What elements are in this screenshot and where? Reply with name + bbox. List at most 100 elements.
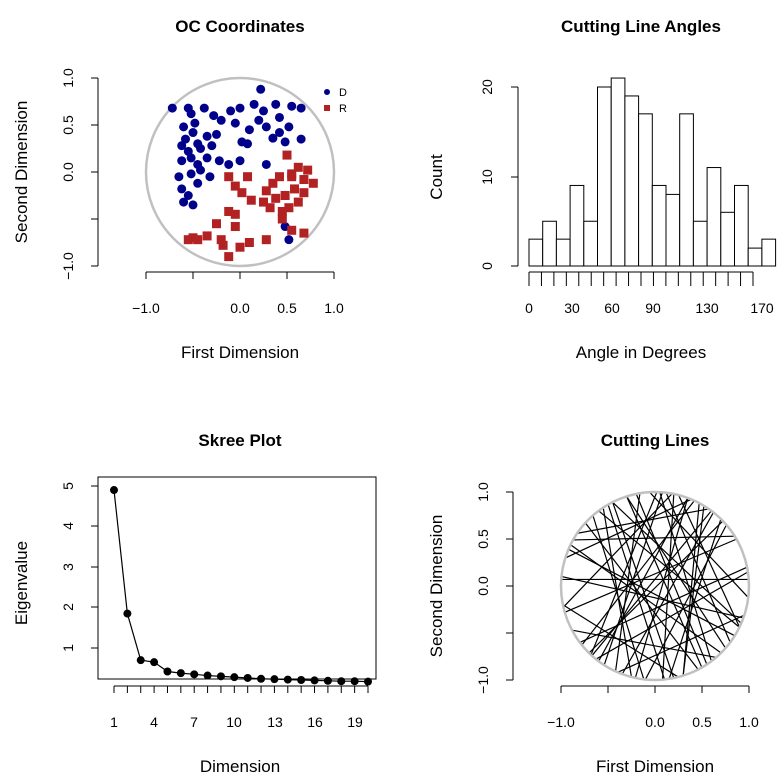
cutlines-x-tick-label: 1.0 <box>739 714 759 730</box>
point-d <box>230 118 240 128</box>
cutting-line <box>598 497 689 662</box>
skree-x-tick-label: 4 <box>150 714 158 730</box>
oc-legend: D R <box>324 87 347 115</box>
hist-x-tick-label: 130 <box>695 300 719 316</box>
cutlines-x-tick-label: −1.0 <box>547 714 575 730</box>
hist-bar <box>542 220 557 267</box>
point-r <box>293 197 303 207</box>
cutlines-x-tick-label: 0.0 <box>645 714 665 730</box>
point-d <box>179 122 189 132</box>
point-d <box>174 172 184 182</box>
hist-y-tick-label: 20 <box>479 79 495 95</box>
point-r <box>284 203 294 213</box>
skree-x-tick-labels: 1 4 7 10 13 16 19 Dimension <box>110 714 363 776</box>
hist-bar <box>747 247 763 267</box>
skree-x-tick-label: 1 <box>110 714 118 730</box>
cutting-line <box>581 500 695 646</box>
point-d <box>167 103 177 113</box>
skree-x-tick-label: 19 <box>347 714 363 730</box>
oc-x-tick-label: −1.0 <box>132 300 160 316</box>
point-r <box>244 238 254 247</box>
skree-title: Skree Plot <box>198 431 281 450</box>
skree-point <box>257 674 266 683</box>
point-r <box>274 172 284 182</box>
hist-bar <box>720 211 735 267</box>
skree-point <box>216 672 225 681</box>
point-r <box>299 175 309 185</box>
hist-y-axis: 0 10 20 Count <box>427 79 519 270</box>
hist-x-tick-label: 0 <box>525 300 533 316</box>
oc-x-tick-label: 0.5 <box>277 300 297 316</box>
point-d <box>186 153 196 163</box>
skree-point <box>190 670 199 679</box>
point-r <box>202 231 212 241</box>
point-d <box>193 178 203 188</box>
point-r <box>218 240 228 250</box>
hist-y-tick-label: 10 <box>479 169 495 185</box>
point-r <box>299 188 309 198</box>
point-d <box>256 84 266 94</box>
cutting-line <box>595 571 749 660</box>
skree-x-tick-label: 13 <box>267 714 283 730</box>
point-r <box>216 235 226 245</box>
point-r <box>261 186 271 196</box>
hist-bar <box>569 184 585 267</box>
skree-y-tick-label: 4 <box>60 522 76 530</box>
hist-bar <box>734 184 749 267</box>
point-r <box>193 235 203 245</box>
skree-point <box>323 676 332 685</box>
point-d <box>202 153 212 163</box>
skree-point <box>270 675 279 684</box>
point-d <box>188 200 198 210</box>
hist-y-tick-label: 0 <box>479 262 495 270</box>
cutting-line <box>634 497 689 679</box>
skree-x-axis <box>113 685 369 693</box>
hist-bar <box>638 113 653 267</box>
cutlines-x-tick-label: 0.5 <box>692 714 712 730</box>
point-d <box>207 141 217 151</box>
point-d <box>199 103 209 113</box>
oc-x-tick-label: 1.0 <box>324 300 344 316</box>
skree-x-tick-label: 7 <box>190 714 198 730</box>
point-d <box>188 128 198 138</box>
oc-y-axis-label: Second Dimension <box>12 101 31 244</box>
cutting-line <box>561 576 744 619</box>
skree-point <box>337 677 346 686</box>
point-r <box>243 172 253 182</box>
point-d <box>180 134 190 144</box>
skree-point <box>283 675 292 684</box>
skree-point <box>203 671 212 680</box>
panel-cutting-lines: Cutting Lines −1.0 0.0 0.5 1.0 First Dim… <box>427 431 759 776</box>
legend-marker-d <box>324 89 330 95</box>
cutting-line <box>591 510 712 656</box>
point-d <box>274 128 284 138</box>
point-d <box>244 125 254 135</box>
hist-bar <box>583 220 598 267</box>
point-d <box>202 131 212 141</box>
skree-y-axis: 1 2 3 4 5 Eigenvalue <box>12 482 99 652</box>
point-r <box>230 209 240 219</box>
point-d <box>214 156 224 166</box>
skree-x-tick-label: 16 <box>307 714 323 730</box>
oc-y-tick-label: 0.5 <box>60 115 76 135</box>
point-d <box>179 197 189 207</box>
oc-points <box>167 84 318 262</box>
cutting-line <box>677 494 741 628</box>
point-d <box>212 129 221 139</box>
cutlines-y-tick-label: 0.5 <box>475 529 491 549</box>
hist-bar <box>692 220 708 267</box>
skree-y-tick-label: 2 <box>60 603 76 611</box>
cutlines-x-axis-label: First Dimension <box>596 757 714 776</box>
cutting-line <box>668 519 722 680</box>
oc-x-tick-label: 0.0 <box>230 300 250 316</box>
point-r <box>230 181 240 191</box>
skree-y-axis-label: Eigenvalue <box>12 541 31 625</box>
skree-y-tick-label: 3 <box>60 563 76 571</box>
skree-points <box>110 486 372 686</box>
hist-bar <box>706 167 722 267</box>
point-d <box>280 137 290 147</box>
hist-bar <box>665 193 681 267</box>
point-d <box>177 141 187 151</box>
point-r <box>237 188 247 198</box>
legend-label-r: R <box>339 103 347 115</box>
